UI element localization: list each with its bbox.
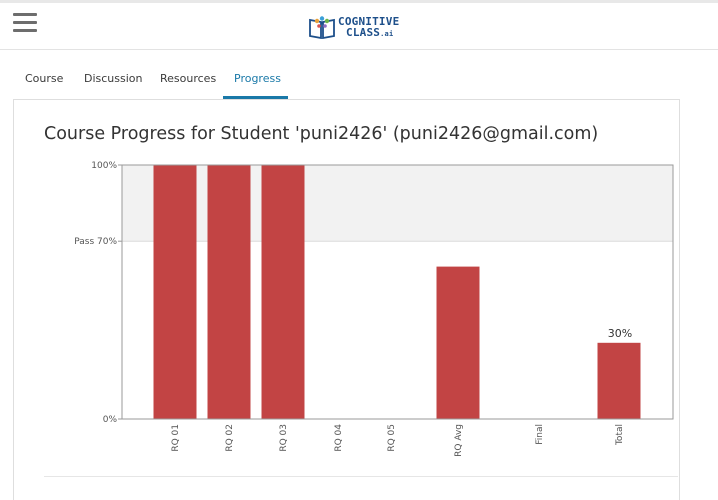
logo-wordmark: COGNITIVE CLASS.ai [338, 16, 399, 40]
logo-line-1: COGNITIVE [338, 15, 400, 28]
tab-course[interactable]: Course [25, 72, 64, 85]
bar-rq-avg [436, 266, 480, 419]
active-tab-indicator [223, 96, 288, 99]
book-brain-icon [309, 16, 335, 39]
y-tick-label: 0% [103, 415, 118, 425]
x-tick-label: Final [535, 424, 545, 445]
site-header: COGNITIVE CLASS.ai [0, 3, 718, 50]
y-tick-label: Pass 70% [74, 237, 117, 247]
hamburger-menu-icon[interactable] [13, 13, 37, 35]
bar-rq-03 [261, 165, 305, 419]
page-title: Course Progress for Student 'puni2426' (… [44, 124, 599, 144]
bar-rq-01 [153, 165, 197, 419]
tab-resources[interactable]: Resources [160, 72, 217, 85]
logo-suffix: .ai [380, 30, 394, 38]
pass-band [122, 165, 673, 242]
x-tick-label: RQ Avg [454, 424, 464, 457]
x-tick-label: RQ 01 [171, 424, 181, 452]
bar-rq-02 [207, 165, 251, 419]
x-tick-label: RQ 02 [225, 424, 235, 452]
tab-discussion[interactable]: Discussion [84, 72, 143, 85]
x-tick-label: RQ 03 [279, 424, 289, 452]
top-edge [0, 0, 718, 3]
section-divider [44, 476, 678, 477]
logo-line-2: CLASS [346, 26, 381, 39]
plot-frame [121, 164, 674, 420]
bar-total [597, 342, 641, 419]
data-label-total: 30% [608, 327, 632, 340]
tab-progress[interactable]: Progress [234, 72, 281, 85]
x-tick-label: RQ 04 [334, 424, 344, 452]
progress-chart: RQ 01 RQ 02 RQ 03 RQ 04 RQ 05 RQ Avg Final Tota… [74, 161, 674, 457]
x-tick-label: Total [615, 424, 625, 446]
x-tick-label: RQ 05 [387, 424, 397, 452]
y-tick-label: 100% [91, 161, 117, 171]
